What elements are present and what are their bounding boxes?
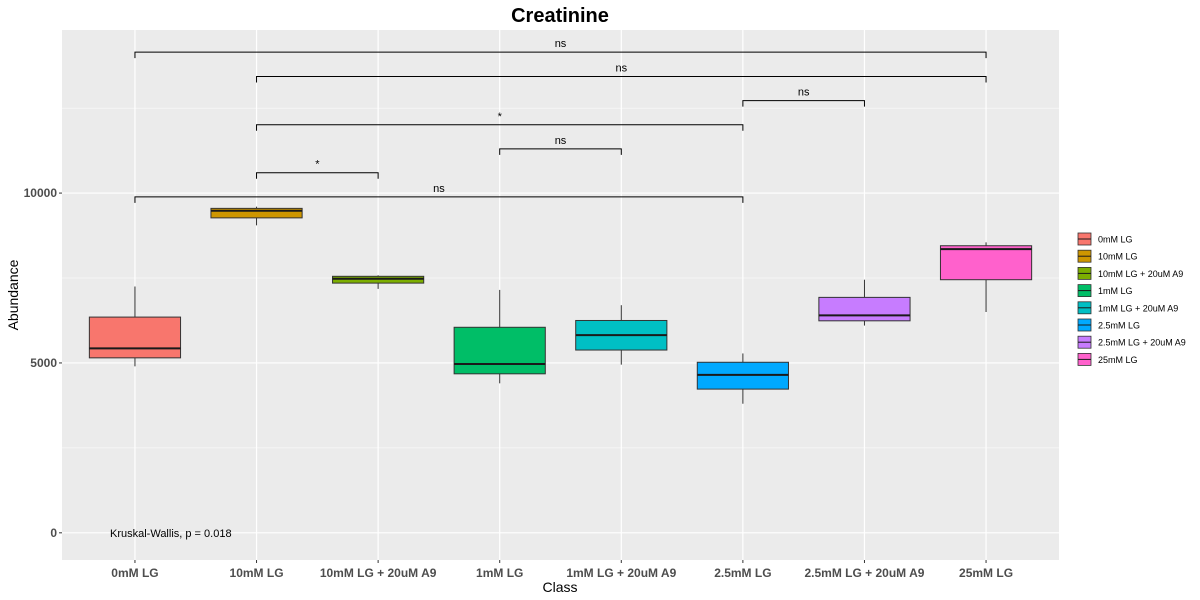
y-axis-title: Abundance — [5, 259, 21, 330]
box-iqr — [210, 207, 303, 219]
box-3 — [453, 289, 546, 384]
box-iqr — [818, 296, 911, 322]
legend-item: 1mM LG — [1077, 284, 1133, 298]
legend-item: 2.5mM LG + 20uM A9 — [1077, 335, 1186, 349]
comparison-label: ns — [615, 63, 627, 75]
x-axis-title: Class — [542, 579, 577, 595]
box-0 — [88, 286, 182, 367]
legend-label: 1mM LG — [1098, 286, 1133, 296]
x-tick-label: 10mM LG + 20uM A9 — [320, 566, 437, 580]
y-axis-ticks: 0 5000 10000 — [24, 186, 62, 540]
legend-label: 2.5mM LG + 20uM A9 — [1098, 338, 1186, 348]
comparison-label: * — [315, 159, 320, 171]
x-tick-label: 0mM LG — [111, 566, 158, 580]
legend: 0mM LG 10mM LG 10mM LG + 20uM A9 1mM LG 1mM … — [1077, 232, 1186, 366]
comparison-bracket — [256, 76, 987, 83]
x-tick-label: 1mM LG — [476, 566, 523, 580]
comparison-bracket — [742, 100, 865, 107]
y-tick-label: 5000 — [30, 356, 57, 370]
plot-panel — [62, 30, 1059, 560]
x-tick-label: 2.5mM LG + 20uM A9 — [804, 566, 924, 580]
legend-item: 10mM LG + 20uM A9 — [1077, 266, 1183, 280]
comparison-label: ns — [798, 87, 810, 99]
legend-label: 1mM LG + 20uM A9 — [1098, 303, 1178, 313]
comparison-label: ns — [433, 183, 445, 195]
legend-label: 25mM LG — [1098, 355, 1138, 365]
x-tick-label: 2.5mM LG — [714, 566, 771, 580]
box-iqr — [332, 275, 425, 284]
y-tick-label: 0 — [50, 526, 57, 540]
box-1 — [210, 206, 303, 226]
x-tick-label: 1mM LG + 20uM A9 — [566, 566, 676, 580]
legend-item: 2.5mM LG — [1077, 318, 1140, 332]
kruskal-wallis-annotation: Kruskal-Wallis, p = 0.018 — [110, 528, 232, 540]
comparison-bracket — [134, 196, 744, 203]
comparison-bracket — [256, 172, 379, 179]
legend-label: 2.5mM LG — [1098, 321, 1140, 331]
comparison-bracket — [134, 51, 987, 59]
box-2 — [332, 275, 425, 289]
comparison-label: ns — [555, 38, 567, 50]
comparison-label: * — [498, 111, 503, 123]
box-iqr — [939, 245, 1033, 281]
box-iqr — [88, 316, 182, 359]
legend-label: 10mM LG — [1098, 252, 1138, 262]
legend-item: 0mM LG — [1077, 232, 1133, 246]
y-tick-label: 10000 — [24, 186, 58, 200]
box-iqr — [453, 326, 546, 375]
legend-item: 10mM LG — [1077, 249, 1138, 263]
box-6 — [818, 279, 911, 326]
legend-label: 10mM LG + 20uM A9 — [1098, 269, 1183, 279]
comparison-label: ns — [555, 135, 567, 147]
legend-item: 25mM LG — [1077, 352, 1138, 366]
legend-label: 0mM LG — [1098, 235, 1133, 245]
box-5 — [696, 353, 789, 404]
x-tick-label: 25mM LG — [959, 566, 1013, 580]
box-4 — [575, 305, 668, 365]
comparison-brackets: ns ns ns * ns * ns — [134, 38, 987, 203]
chart-title: Creatinine — [511, 5, 609, 27]
box-7 — [939, 242, 1033, 312]
x-axis-ticks: 0mM LG 10mM LG 10mM LG + 20uM A9 1mM LG 1mM … — [111, 560, 1013, 580]
comparison-bracket — [256, 124, 744, 131]
comparison-bracket — [499, 148, 622, 155]
x-tick-label: 10mM LG — [230, 566, 284, 580]
boxes-layer — [88, 206, 1033, 404]
legend-item: 1mM LG + 20uM A9 — [1077, 301, 1178, 315]
